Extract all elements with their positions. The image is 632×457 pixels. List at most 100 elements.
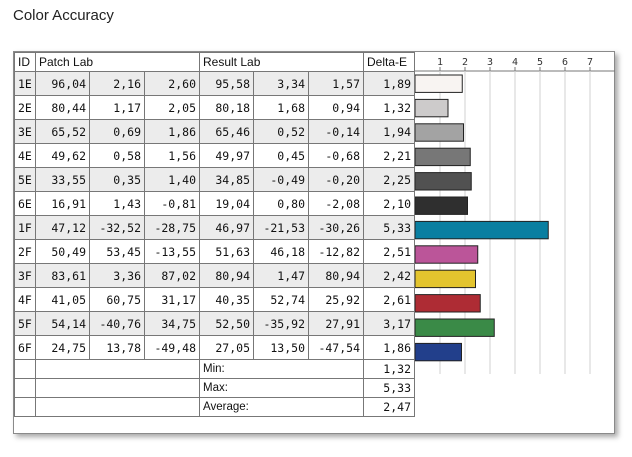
table-row: 6F 24,75 13,78 -49,48 27,05 13,50 -47,54 1,86 <box>14 335 415 360</box>
result-lab-cell: 34,85 <box>199 167 254 192</box>
patch-lab-cell: 2,60 <box>144 71 200 96</box>
patch-lab-cell: 16,91 <box>35 191 90 216</box>
tick-label: 6 <box>562 57 568 68</box>
tick-label: 5 <box>537 57 543 68</box>
table-row: 3E 65,52 0,69 1,86 65,46 0,52 -0,14 1,94 <box>14 119 415 144</box>
result-lab-cell: 52,74 <box>253 287 309 312</box>
patch-id-cell: 6F <box>14 335 36 360</box>
result-lab-cell: 49,97 <box>199 143 254 168</box>
patch-lab-cell: -13,55 <box>144 239 200 264</box>
patch-id-cell: 4F <box>14 287 36 312</box>
summary-row: Max: 5,33 <box>14 378 415 398</box>
result-lab-cell: 1,57 <box>308 71 364 96</box>
result-lab-cell: 0,52 <box>253 119 309 144</box>
patch-id-cell: 5E <box>14 167 36 192</box>
result-lab-cell: 46,97 <box>199 215 254 240</box>
result-lab-cell: -47,54 <box>308 335 364 360</box>
result-lab-cell: 51,63 <box>199 239 254 264</box>
delta-e-cell: 2,25 <box>363 167 415 192</box>
delta-e-cell: 1,86 <box>363 335 415 360</box>
patch-id-cell: 5F <box>14 311 36 336</box>
bar-6E <box>415 196 468 215</box>
result-lab-cell: 80,94 <box>199 263 254 288</box>
result-lab-cell: 80,18 <box>199 95 254 120</box>
delta-e-cell: 1,89 <box>363 71 415 96</box>
header-result-lab: Result Lab <box>199 52 364 72</box>
summary-blank-cell <box>14 359 36 379</box>
patch-lab-cell: 60,75 <box>89 287 145 312</box>
table-row: 5F 54,14 -40,76 34,75 52,50 -35,92 27,91 3,17 <box>14 311 415 336</box>
patch-lab-cell: 1,86 <box>144 119 200 144</box>
patch-lab-cell: 1,17 <box>89 95 145 120</box>
result-lab-cell: 0,80 <box>253 191 309 216</box>
tick-label: 1 <box>437 57 443 68</box>
result-lab-cell: -0,68 <box>308 143 364 168</box>
result-lab-cell: 40,35 <box>199 287 254 312</box>
table-row: 1E 96,04 2,16 2,60 95,58 3,34 1,57 1,89 <box>14 71 415 96</box>
patch-lab-cell: -28,75 <box>144 215 200 240</box>
summary-label: Max: <box>199 378 364 398</box>
header-id: ID <box>14 52 36 72</box>
summary-value: 1,32 <box>363 359 415 379</box>
patch-lab-cell: 96,04 <box>35 71 90 96</box>
summary-value: 2,47 <box>363 397 415 417</box>
patch-id-cell: 1F <box>14 215 36 240</box>
result-lab-cell: -0,20 <box>308 167 364 192</box>
result-lab-cell: 3,34 <box>253 71 309 96</box>
bar-1E <box>415 74 463 93</box>
header-patch-lab: Patch Lab <box>35 52 200 72</box>
patch-lab-cell: -40,76 <box>89 311 145 336</box>
patch-lab-cell: -32,52 <box>89 215 145 240</box>
tick-label: 7 <box>587 57 593 68</box>
bar-3F <box>415 269 476 289</box>
patch-lab-cell: 54,14 <box>35 311 90 336</box>
result-lab-cell: 1,47 <box>253 263 309 288</box>
result-lab-cell: -0,49 <box>253 167 309 192</box>
delta-e-cell: 2,21 <box>363 143 415 168</box>
result-lab-cell: 65,46 <box>199 119 254 144</box>
table-row: 4E 49,62 0,58 1,56 49,97 0,45 -0,68 2,21 <box>14 143 415 168</box>
patch-lab-cell: 34,75 <box>144 311 200 336</box>
bar-6F <box>415 342 462 362</box>
header-delta-e: Delta-E <box>363 52 415 72</box>
patch-lab-cell: 1,40 <box>144 167 200 192</box>
result-lab-cell: -35,92 <box>253 311 309 336</box>
bar-5F <box>415 318 495 337</box>
page-title: Color Accuracy <box>13 7 114 24</box>
patch-lab-cell: 53,45 <box>89 239 145 264</box>
patch-id-cell: 1E <box>14 71 36 96</box>
table-row: 2E 80,44 1,17 2,05 80,18 1,68 0,94 1,32 <box>14 95 415 120</box>
patch-lab-cell: 0,69 <box>89 119 145 144</box>
bar-4F <box>415 294 481 313</box>
result-lab-cell: -2,08 <box>308 191 364 216</box>
delta-e-cell: 3,17 <box>363 311 415 336</box>
summary-row: Min: 1,32 <box>14 359 415 379</box>
result-lab-cell: 1,68 <box>253 95 309 120</box>
delta-e-cell: 1,94 <box>363 119 415 144</box>
patch-lab-cell: 1,43 <box>89 191 145 216</box>
patch-id-cell: 6E <box>14 191 36 216</box>
bar-2F <box>415 245 479 264</box>
patch-lab-cell: 65,52 <box>35 119 90 144</box>
patch-lab-cell: 3,36 <box>89 263 145 288</box>
patch-lab-cell: 0,58 <box>89 143 145 168</box>
summary-blank-cell <box>35 378 200 398</box>
result-lab-cell: 19,04 <box>199 191 254 216</box>
table-row: 5E 33,55 0,35 1,40 34,85 -0,49 -0,20 2,25 <box>14 167 415 192</box>
result-lab-cell: -21,53 <box>253 215 309 240</box>
table-row: 6E 16,91 1,43 -0,81 19,04 0,80 -2,08 2,10 <box>14 191 415 216</box>
result-lab-cell: -30,26 <box>308 215 364 240</box>
patch-lab-cell: 0,35 <box>89 167 145 192</box>
summary-label: Min: <box>199 359 364 379</box>
result-lab-cell: 80,94 <box>308 263 364 288</box>
patch-lab-cell: 33,55 <box>35 167 90 192</box>
table-row: 4F 41,05 60,75 31,17 40,35 52,74 25,92 2,61 <box>14 287 415 312</box>
delta-e-chart: 1 2 3 4 5 6 7 <box>414 52 615 374</box>
patch-lab-cell: 83,61 <box>35 263 90 288</box>
result-lab-cell: -12,82 <box>308 239 364 264</box>
patch-lab-cell: 49,62 <box>35 143 90 168</box>
patch-lab-cell: -0,81 <box>144 191 200 216</box>
table-row: 2F 50,49 53,45 -13,55 51,63 46,18 -12,82 2,51 <box>14 239 415 264</box>
result-lab-cell: 13,50 <box>253 335 309 360</box>
tick-label: 2 <box>462 57 468 68</box>
